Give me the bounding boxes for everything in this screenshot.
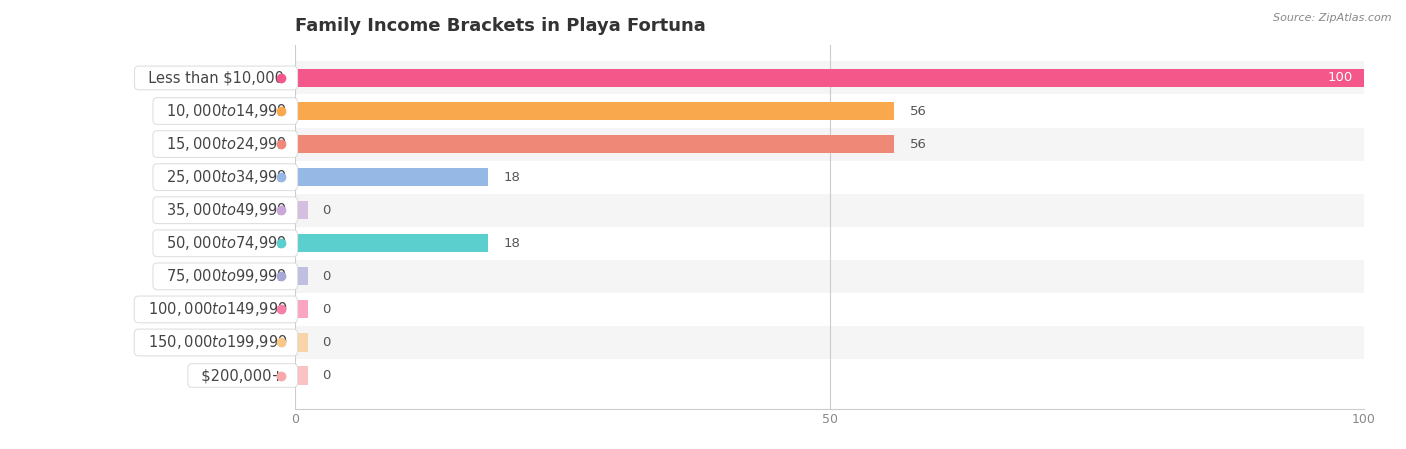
- Text: 0: 0: [322, 369, 330, 382]
- Bar: [295, 94, 1364, 128]
- Bar: [295, 135, 894, 153]
- Bar: [295, 359, 1364, 392]
- Text: 18: 18: [503, 237, 520, 250]
- Bar: [295, 168, 488, 186]
- Text: $35,000 to $49,999: $35,000 to $49,999: [157, 201, 292, 219]
- Bar: [295, 300, 308, 318]
- Text: 56: 56: [910, 105, 927, 118]
- Bar: [295, 260, 1364, 293]
- Text: $100,000 to $149,999: $100,000 to $149,999: [139, 300, 292, 318]
- Bar: [295, 102, 894, 120]
- Bar: [295, 194, 1364, 227]
- Text: 0: 0: [322, 204, 330, 217]
- Text: 100: 100: [1327, 71, 1353, 84]
- Bar: [295, 62, 1364, 94]
- Text: Source: ZipAtlas.com: Source: ZipAtlas.com: [1274, 13, 1392, 23]
- Text: 56: 56: [910, 137, 927, 150]
- Bar: [295, 128, 1364, 161]
- Text: $25,000 to $34,999: $25,000 to $34,999: [157, 168, 292, 186]
- Bar: [295, 161, 1364, 194]
- Text: $15,000 to $24,999: $15,000 to $24,999: [157, 135, 292, 153]
- Text: $150,000 to $199,999: $150,000 to $199,999: [139, 334, 292, 352]
- Text: 0: 0: [322, 303, 330, 316]
- Bar: [295, 366, 308, 385]
- Text: 18: 18: [503, 171, 520, 184]
- Bar: [295, 326, 1364, 359]
- Bar: [295, 234, 488, 252]
- Bar: [295, 293, 1364, 326]
- Text: Family Income Brackets in Playa Fortuna: Family Income Brackets in Playa Fortuna: [295, 17, 706, 35]
- Bar: [295, 333, 308, 352]
- Bar: [295, 69, 1364, 87]
- Bar: [295, 201, 308, 219]
- Text: 0: 0: [322, 336, 330, 349]
- Text: 0: 0: [322, 270, 330, 283]
- Bar: [295, 227, 1364, 260]
- Text: $75,000 to $99,999: $75,000 to $99,999: [157, 267, 292, 285]
- Text: $10,000 to $14,999: $10,000 to $14,999: [157, 102, 292, 120]
- Bar: [295, 267, 308, 286]
- Text: Less than $10,000: Less than $10,000: [139, 70, 292, 85]
- Text: $200,000+: $200,000+: [193, 368, 292, 383]
- Text: $50,000 to $74,999: $50,000 to $74,999: [157, 234, 292, 252]
